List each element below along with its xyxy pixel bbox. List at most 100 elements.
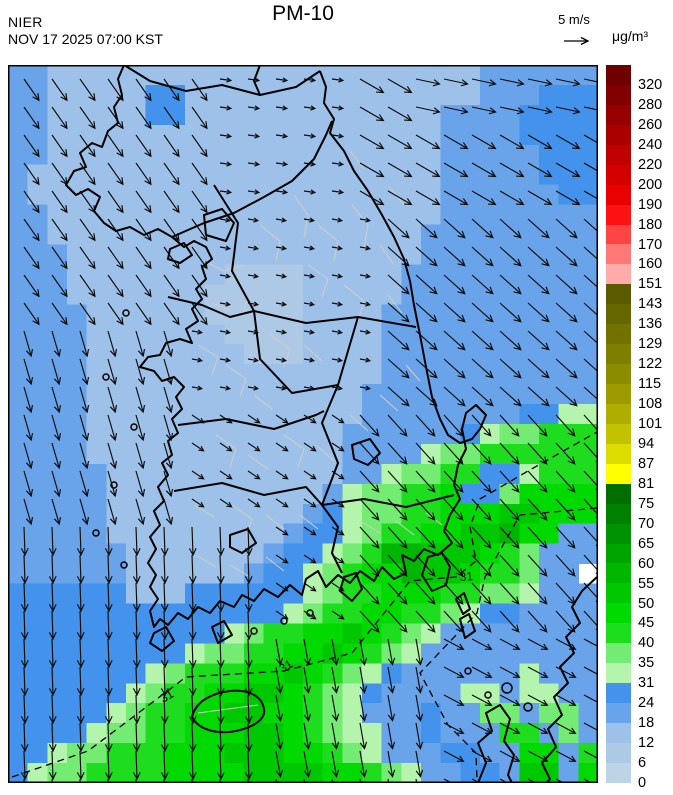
colorbar-block — [606, 463, 631, 484]
wind-arrow-icon — [303, 554, 317, 564]
wind-arrow-icon — [216, 750, 225, 781]
wind-arrow-icon — [79, 78, 96, 102]
map-svg: 31 31 31 — [8, 64, 609, 795]
wind-arrow-icon — [107, 386, 118, 414]
colorbar-label: 143 — [638, 296, 663, 313]
wind-arrow-icon — [247, 245, 260, 251]
wind-arrow-icon — [48, 638, 57, 669]
wind-arrow-icon — [415, 722, 424, 750]
wind-arrow-icon — [555, 498, 576, 521]
wind-arrow-icon — [76, 694, 85, 725]
colorbar-block — [606, 284, 631, 305]
wind-arrow-icon — [247, 273, 260, 279]
colorbar-label: 0 — [638, 775, 647, 791]
island-outline — [122, 309, 130, 317]
wind-arrow-icon — [79, 414, 90, 442]
wind-arrow-icon — [499, 302, 522, 323]
wind-arrow-icon — [443, 134, 469, 150]
wind-arrow-icon — [216, 526, 225, 557]
wind-arrow-icon — [163, 442, 174, 470]
wind-arrow-icon — [135, 414, 146, 442]
wind-arrow-icon — [219, 161, 233, 167]
wind-arrow-icon — [499, 274, 522, 295]
wind-arrow-icon — [23, 470, 34, 498]
wind-arrow-icon — [387, 414, 408, 437]
wind-arrow-icon — [359, 442, 380, 465]
wind-arrow-icon — [471, 666, 493, 678]
wind-arrow-icon — [527, 582, 548, 605]
wind-arrow-icon — [20, 526, 29, 557]
wind-arrow-icon — [79, 218, 96, 242]
wind-arrow-icon — [132, 582, 141, 613]
wind-arrow-icon — [387, 750, 396, 778]
wind-arrow-icon — [191, 106, 208, 130]
wind-arrow-icon — [51, 218, 68, 242]
wind-arrow-icon — [471, 638, 493, 650]
colorbar-block — [606, 304, 631, 325]
wind-arrow-icon — [104, 722, 113, 753]
wind-arrow-icon — [527, 218, 550, 239]
wind-arrow-icon — [303, 77, 317, 83]
wind-arrow-icon — [216, 610, 225, 641]
wind-arrow-icon — [359, 301, 372, 307]
wind-arrow-icon — [415, 582, 436, 605]
wind-arrow-icon — [415, 106, 441, 115]
wind-arrow-icon — [471, 302, 494, 323]
wind-arrow-icon — [191, 442, 205, 452]
wind-arrow-icon — [163, 386, 174, 414]
wind-arrow-icon — [331, 582, 345, 592]
wind-arrow-icon — [163, 358, 174, 386]
wind-arrow-icon — [132, 526, 141, 557]
wind-arrow-icon — [499, 526, 520, 549]
wind-arrow-icon — [471, 498, 492, 521]
colorbar-label: 81 — [638, 475, 655, 492]
wind-arrow-icon — [527, 554, 548, 577]
wind-arrow-icon — [359, 722, 368, 750]
wind-arrow-icon — [247, 470, 261, 480]
wind-arrow-icon — [20, 638, 29, 669]
colorbar-block — [606, 264, 631, 285]
island-outline — [501, 682, 513, 694]
colorbar-block — [606, 84, 631, 105]
wind-arrow-icon — [244, 750, 253, 781]
wind-arrow-icon — [527, 526, 548, 549]
wind-arrow-icon — [23, 302, 40, 326]
wind-arrow-icon — [527, 722, 549, 734]
wind-arrow-icon — [135, 274, 152, 298]
wind-arrow-icon — [443, 638, 465, 650]
wind-arrow-icon — [331, 750, 340, 778]
colorbar-block — [606, 384, 631, 404]
wind-arrow-icon — [247, 301, 260, 307]
wind-arrow-icon — [247, 442, 261, 452]
wind-arrow-icon — [527, 358, 550, 379]
wind-arrow-icon — [303, 357, 316, 363]
island-outline — [110, 481, 118, 489]
wind-arrow-icon — [23, 218, 40, 242]
wind-arrow-icon — [555, 78, 581, 87]
wind-arrow-icon — [107, 358, 118, 386]
wind-arrow-icon — [387, 638, 396, 666]
wind-arrow-icon — [499, 162, 525, 178]
wind-arrow-icon — [219, 301, 232, 307]
wind-arrow-icon — [527, 694, 549, 706]
colorbar-label: 136 — [638, 316, 663, 333]
wind-arrow-icon — [247, 217, 260, 223]
wind-arrow-icon — [359, 245, 372, 251]
wind-arrow-icon — [76, 610, 85, 641]
pm10-field — [8, 65, 599, 784]
wind-arrow-icon — [331, 526, 345, 536]
wind-arrow-icon — [104, 582, 113, 613]
colorbar-label: 60 — [638, 555, 655, 572]
wind-arrow-icon — [104, 694, 113, 725]
wind-arrow-icon — [359, 162, 385, 178]
wind-arrow-icon — [471, 78, 497, 87]
wind-arrow-icon — [132, 722, 141, 753]
wind-arrow-icon — [135, 78, 152, 102]
wind-arrow-icon — [555, 190, 581, 206]
wind-arrow-icon — [160, 722, 169, 753]
wind-arrow-icon — [303, 666, 312, 694]
wind-arrow-icon — [23, 162, 40, 186]
wind-arrow-icon — [216, 722, 225, 753]
wind-arrow-icon — [331, 133, 345, 139]
